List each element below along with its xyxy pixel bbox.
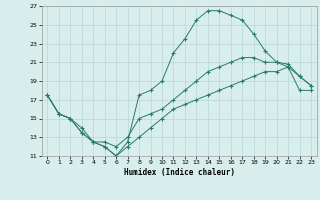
X-axis label: Humidex (Indice chaleur): Humidex (Indice chaleur) bbox=[124, 168, 235, 177]
